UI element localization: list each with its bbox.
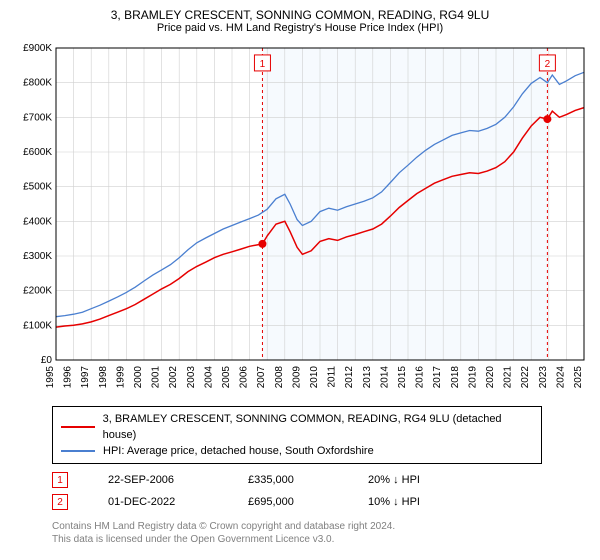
marker-date-1: 22-SEP-2006	[108, 474, 208, 486]
svg-text:2006: 2006	[239, 366, 250, 389]
svg-text:2013: 2013	[362, 366, 373, 389]
svg-text:2020: 2020	[485, 366, 496, 389]
svg-text:2008: 2008	[274, 366, 285, 389]
svg-text:2018: 2018	[450, 366, 461, 389]
marker-hpi-1: 20% ↓ HPI	[368, 474, 468, 486]
sale-marker-1: 1 22-SEP-2006 £335,000 20% ↓ HPI	[52, 472, 590, 488]
svg-text:2007: 2007	[256, 366, 267, 389]
svg-text:1: 1	[260, 59, 266, 70]
legend-label-property: 3, BRAMLEY CRESCENT, SONNING COMMON, REA…	[103, 411, 533, 443]
legend-swatch-property	[61, 426, 95, 428]
footnote: Contains HM Land Registry data © Crown c…	[52, 520, 590, 546]
svg-text:1999: 1999	[115, 366, 126, 389]
svg-text:2001: 2001	[151, 366, 162, 389]
svg-text:£200K: £200K	[23, 286, 52, 297]
svg-text:1998: 1998	[98, 366, 109, 389]
footnote-line2: This data is licensed under the Open Gov…	[52, 533, 590, 546]
svg-text:£900K: £900K	[23, 43, 52, 54]
svg-text:2002: 2002	[168, 366, 179, 389]
svg-text:£0: £0	[41, 355, 53, 366]
svg-text:1997: 1997	[80, 366, 91, 389]
svg-text:2014: 2014	[379, 366, 390, 389]
svg-text:2: 2	[545, 59, 551, 70]
marker-date-2: 01-DEC-2022	[108, 496, 208, 508]
marker-price-1: £335,000	[248, 474, 328, 486]
legend: 3, BRAMLEY CRESCENT, SONNING COMMON, REA…	[52, 406, 542, 464]
page-title: 3, BRAMLEY CRESCENT, SONNING COMMON, REA…	[10, 8, 590, 22]
svg-text:2023: 2023	[538, 366, 549, 389]
svg-text:2009: 2009	[291, 366, 302, 389]
marker-hpi-2: 10% ↓ HPI	[368, 496, 468, 508]
marker-badge-1: 1	[52, 472, 68, 488]
price-chart: £0 £100K £200K £300K £400K £500K £600K £700K £80…	[10, 40, 590, 400]
footnote-line1: Contains HM Land Registry data © Crown c…	[52, 520, 590, 533]
svg-text:2025: 2025	[573, 366, 584, 389]
svg-text:2021: 2021	[503, 366, 514, 389]
legend-label-hpi: HPI: Average price, detached house, Sout…	[103, 443, 374, 459]
svg-text:£300K: £300K	[23, 251, 52, 262]
svg-text:1996: 1996	[63, 366, 74, 389]
svg-text:2015: 2015	[397, 366, 408, 389]
svg-text:£700K: £700K	[23, 112, 52, 123]
sale-marker-2: 2 01-DEC-2022 £695,000 10% ↓ HPI	[52, 494, 590, 510]
svg-text:2022: 2022	[520, 366, 531, 389]
sale-markers: 1 22-SEP-2006 £335,000 20% ↓ HPI 2 01-DE…	[52, 472, 590, 510]
svg-text:£100K: £100K	[23, 320, 52, 331]
legend-swatch-hpi	[61, 450, 95, 452]
svg-text:£500K: £500K	[23, 182, 52, 193]
svg-text:2019: 2019	[467, 366, 478, 389]
page-subtitle: Price paid vs. HM Land Registry's House …	[10, 22, 590, 34]
marker-price-2: £695,000	[248, 496, 328, 508]
svg-text:£600K: £600K	[23, 147, 52, 158]
svg-text:2012: 2012	[344, 366, 355, 389]
svg-text:1995: 1995	[45, 366, 56, 389]
svg-text:2024: 2024	[555, 366, 566, 389]
svg-text:£800K: £800K	[23, 78, 52, 89]
svg-text:2011: 2011	[327, 366, 338, 388]
marker-badge-2: 2	[52, 494, 68, 510]
svg-text:2016: 2016	[415, 366, 426, 389]
svg-text:£400K: £400K	[23, 216, 52, 227]
chart-svg: £0 £100K £200K £300K £400K £500K £600K £700K £80…	[10, 40, 590, 400]
svg-text:2005: 2005	[221, 366, 232, 389]
svg-text:2010: 2010	[309, 366, 320, 389]
legend-item-hpi: HPI: Average price, detached house, Sout…	[61, 443, 533, 459]
svg-text:2000: 2000	[133, 366, 144, 389]
legend-item-property: 3, BRAMLEY CRESCENT, SONNING COMMON, REA…	[61, 411, 533, 443]
svg-text:2017: 2017	[432, 366, 443, 389]
svg-text:2004: 2004	[203, 366, 214, 389]
svg-text:2003: 2003	[186, 366, 197, 389]
